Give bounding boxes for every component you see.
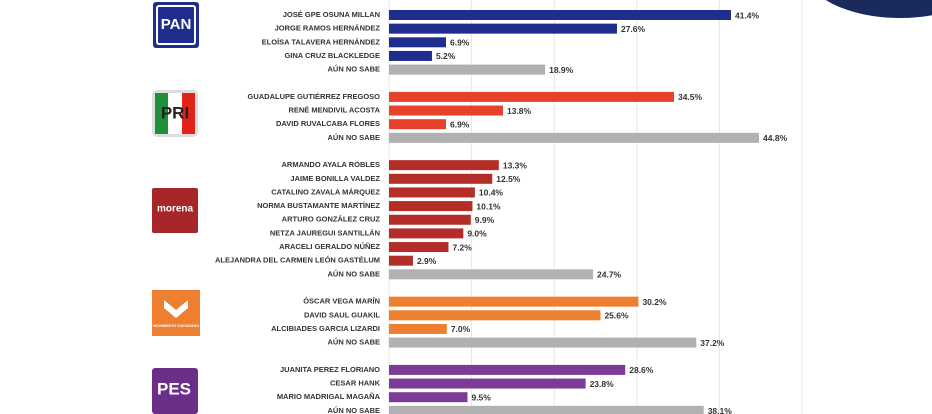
value-label: 27.6% [621,24,646,34]
category-label: ALEJANDRA DEL CARMEN LEÓN GASTÉLUM [215,256,380,265]
value-label: 10.1% [476,201,501,211]
bar [389,242,449,253]
bar [389,214,471,225]
bar [389,296,639,307]
value-label: 28.6% [629,365,654,375]
logo-text: PES [157,379,191,398]
bar [389,23,617,34]
decoration [825,0,932,18]
category-label: DAVID RUVALCABA FLORES [276,119,380,128]
value-label: 13.3% [503,160,528,170]
category-label: JUANITA PEREZ FLORIANO [280,365,380,374]
category-label: JORGE RAMOS HERNÁNDEZ [275,24,381,33]
category-label: AÚN NO SABE [327,65,380,74]
category-label: ARMANDO AYALA ROBLES [282,160,380,169]
value-label: 7.0% [451,324,471,334]
bar [389,173,493,184]
category-label: ALCIBIADES GARCIA LIZARDI [271,324,380,333]
category-label: GUADALUPE GUTIÉRREZ FREGOSO [247,92,380,101]
bar [389,64,546,75]
bar [389,255,413,266]
value-label: 7.2% [452,242,472,252]
bar [389,228,464,239]
category-label: DAVID SAUL GUAKIL [304,310,380,319]
category-label: RENÉ MENDIVIL ACOSTA [288,106,380,115]
bar [389,160,499,171]
bar [389,91,674,102]
bars: JOSÉ GPE OSUNA MILLAN 41.4% JORGE RAMOS HE… [215,10,788,414]
category-label: CATALINO ZAVALA MÁRQUEZ [271,187,380,196]
bar [389,201,473,212]
logos: PAN PRI morena MOVIMIENTO CIUDADANO PES [152,2,200,414]
category-label: GINA CRUZ BLACKLEDGE [284,51,380,60]
bar [389,269,594,280]
value-label: 10.4% [479,188,504,198]
value-label: 41.4% [735,10,760,20]
category-label: NETZA JAUREGUI SANTILLÁN [270,228,380,237]
value-label: 9.5% [471,392,491,402]
value-label: 23.8% [590,379,615,389]
bar [389,50,432,61]
value-label: 34.5% [678,92,703,102]
category-label: ARTURO GONZÁLEZ CRUZ [282,215,381,224]
value-label: 38.1% [708,406,733,414]
logo-text: PAN [161,16,192,33]
bar [389,364,626,375]
value-label: 37.2% [700,338,725,348]
category-label: ELOÍSA TALAVERA HERNÁNDEZ [262,37,381,46]
value-label: 18.9% [549,65,574,75]
category-label: MARIO MADRIGAL MAGAÑA [277,392,381,401]
category-label: ARACELI GERALDO NÚÑEZ [279,242,380,251]
value-label: 2.9% [417,256,437,266]
category-label: AÚN NO SABE [327,133,380,142]
bar [389,310,601,321]
value-label: 24.7% [597,270,622,280]
pes-logo: PES [152,368,198,414]
category-label: JOSÉ GPE OSUNA MILLAN [283,10,380,19]
bar [389,37,446,48]
category-label: AÚN NO SABE [327,338,380,347]
value-label: 9.0% [467,229,487,239]
logo-text: morena [157,204,194,215]
category-label: NORMA BUSTAMANTE MARTÍNEZ [257,201,380,210]
value-label: 6.9% [450,119,470,129]
category-label: JAIME BONILLA VALDEZ [290,174,380,183]
category-label: AÚN NO SABE [327,269,380,278]
bar [389,378,586,389]
value-label: 9.9% [475,215,495,225]
bar [389,187,475,198]
value-label: 12.5% [496,174,521,184]
category-label: ÓSCAR VEGA MARÍN [303,297,380,306]
logo-text: MOVIMIENTO CIUDADANO [153,324,199,328]
bar [389,337,697,348]
value-label: 6.9% [450,38,470,48]
value-label: 13.8% [507,106,532,116]
value-label: 25.6% [604,311,629,321]
bar [389,392,468,403]
logo-text: PRI [161,103,189,122]
bar [389,105,503,116]
bar [389,405,704,414]
value-label: 44.8% [763,133,788,143]
mc-logo: MOVIMIENTO CIUDADANO [152,290,200,336]
category-label: CESAR HANK [330,379,381,388]
value-label: 5.2% [436,51,456,61]
value-label: 30.2% [642,297,667,307]
morena-logo: morena [152,188,198,233]
bar [389,132,760,143]
pan-logo: PAN [153,2,199,48]
bar [389,323,447,334]
bar [389,119,446,130]
pri-logo: PRI [152,90,198,137]
category-label: AÚN NO SABE [327,406,380,414]
bar [389,10,731,20]
